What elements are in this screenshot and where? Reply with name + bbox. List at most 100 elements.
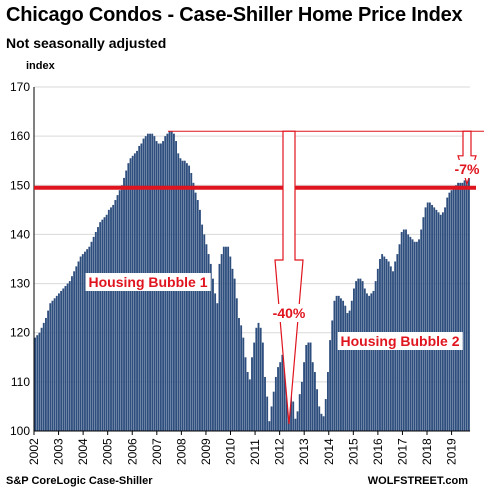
bar — [467, 175, 470, 431]
bar — [294, 418, 297, 431]
bar — [261, 342, 264, 431]
bar — [110, 207, 112, 431]
bar — [40, 327, 43, 431]
bar — [220, 254, 223, 431]
y-tick-110: 110 — [11, 375, 30, 389]
bar — [346, 313, 349, 431]
bar — [181, 160, 184, 431]
bar — [329, 340, 332, 431]
bar — [233, 278, 236, 431]
source-label: S&P CoreLogic Case-Shiller — [6, 475, 153, 487]
bar — [266, 396, 269, 431]
bar — [62, 288, 65, 431]
y-axis-label: index — [26, 60, 55, 72]
x-tick-2003: 2003 — [52, 438, 66, 465]
x-tick-2004: 2004 — [76, 438, 90, 465]
bar — [188, 165, 191, 431]
bar — [194, 192, 197, 431]
x-tick-2005: 2005 — [101, 438, 115, 465]
bar — [66, 283, 69, 431]
bar — [298, 394, 301, 431]
bar — [277, 367, 279, 431]
bar — [129, 158, 132, 431]
y-tick-170: 170 — [10, 80, 30, 94]
y-tick-100: 100 — [10, 424, 30, 438]
bar — [448, 192, 451, 431]
bar — [274, 376, 277, 431]
bar — [36, 335, 39, 431]
bar — [86, 249, 89, 431]
bar — [424, 207, 427, 431]
bar — [444, 207, 446, 431]
bar — [363, 288, 366, 431]
bar — [320, 413, 323, 431]
bar — [420, 229, 423, 431]
bar — [133, 153, 136, 432]
bar — [296, 411, 299, 431]
label-drop-40-bg — [269, 304, 309, 322]
bar — [422, 217, 425, 431]
bar — [450, 190, 453, 431]
bar — [177, 153, 180, 432]
bar — [125, 170, 128, 432]
bar — [238, 317, 240, 431]
bar — [120, 185, 123, 431]
bar — [58, 293, 60, 431]
bar — [326, 372, 329, 431]
bar — [431, 204, 433, 431]
bar — [357, 278, 360, 431]
bar — [333, 300, 336, 431]
bar — [307, 342, 310, 431]
bar — [103, 217, 106, 431]
bar — [222, 246, 225, 431]
bar — [402, 229, 405, 431]
bar — [331, 320, 334, 431]
bar — [335, 295, 338, 431]
bar — [185, 163, 188, 431]
bar — [342, 300, 345, 431]
bar — [73, 271, 76, 431]
bar — [292, 401, 295, 431]
x-tick-2015: 2015 — [346, 438, 360, 465]
bar — [324, 399, 327, 431]
bar — [196, 200, 199, 431]
bar — [94, 231, 97, 431]
bar — [225, 246, 227, 431]
bar — [207, 254, 210, 431]
bar — [337, 295, 340, 431]
bar — [368, 295, 371, 431]
x-tick-2006: 2006 — [125, 438, 139, 465]
y-tick-labels: 100 110 120 130 140 150 160 170 — [10, 80, 30, 438]
x-tick-2002: 2002 — [27, 438, 41, 465]
y-tick-130: 130 — [10, 277, 30, 291]
bar — [259, 327, 262, 431]
bar — [322, 416, 325, 431]
bar — [92, 236, 95, 431]
bar — [79, 256, 82, 431]
bar — [435, 209, 438, 431]
bar — [60, 290, 63, 431]
chart-subtitle: Not seasonally adjusted — [6, 35, 167, 51]
label-housing-bubble-2-bg — [337, 332, 463, 350]
bar — [350, 300, 353, 431]
x-tick-2018: 2018 — [420, 438, 434, 465]
bar — [318, 406, 321, 431]
x-tick-2011: 2011 — [248, 439, 262, 465]
bar — [361, 281, 364, 431]
bar — [44, 317, 47, 431]
bar — [309, 342, 312, 431]
annotations: Housing Bubble 1 Housing Bubble 2 -40% -7% — [34, 130, 484, 425]
bar — [253, 342, 256, 431]
x-tick-2019: 2019 — [445, 438, 459, 465]
bar — [88, 246, 91, 431]
bar — [218, 263, 221, 431]
bar — [374, 281, 377, 431]
bar — [244, 357, 247, 431]
bar — [248, 379, 251, 431]
bar — [272, 391, 275, 431]
bar — [283, 354, 286, 431]
bar — [101, 219, 104, 431]
drop-arrow — [274, 130, 304, 425]
bar — [90, 241, 93, 431]
